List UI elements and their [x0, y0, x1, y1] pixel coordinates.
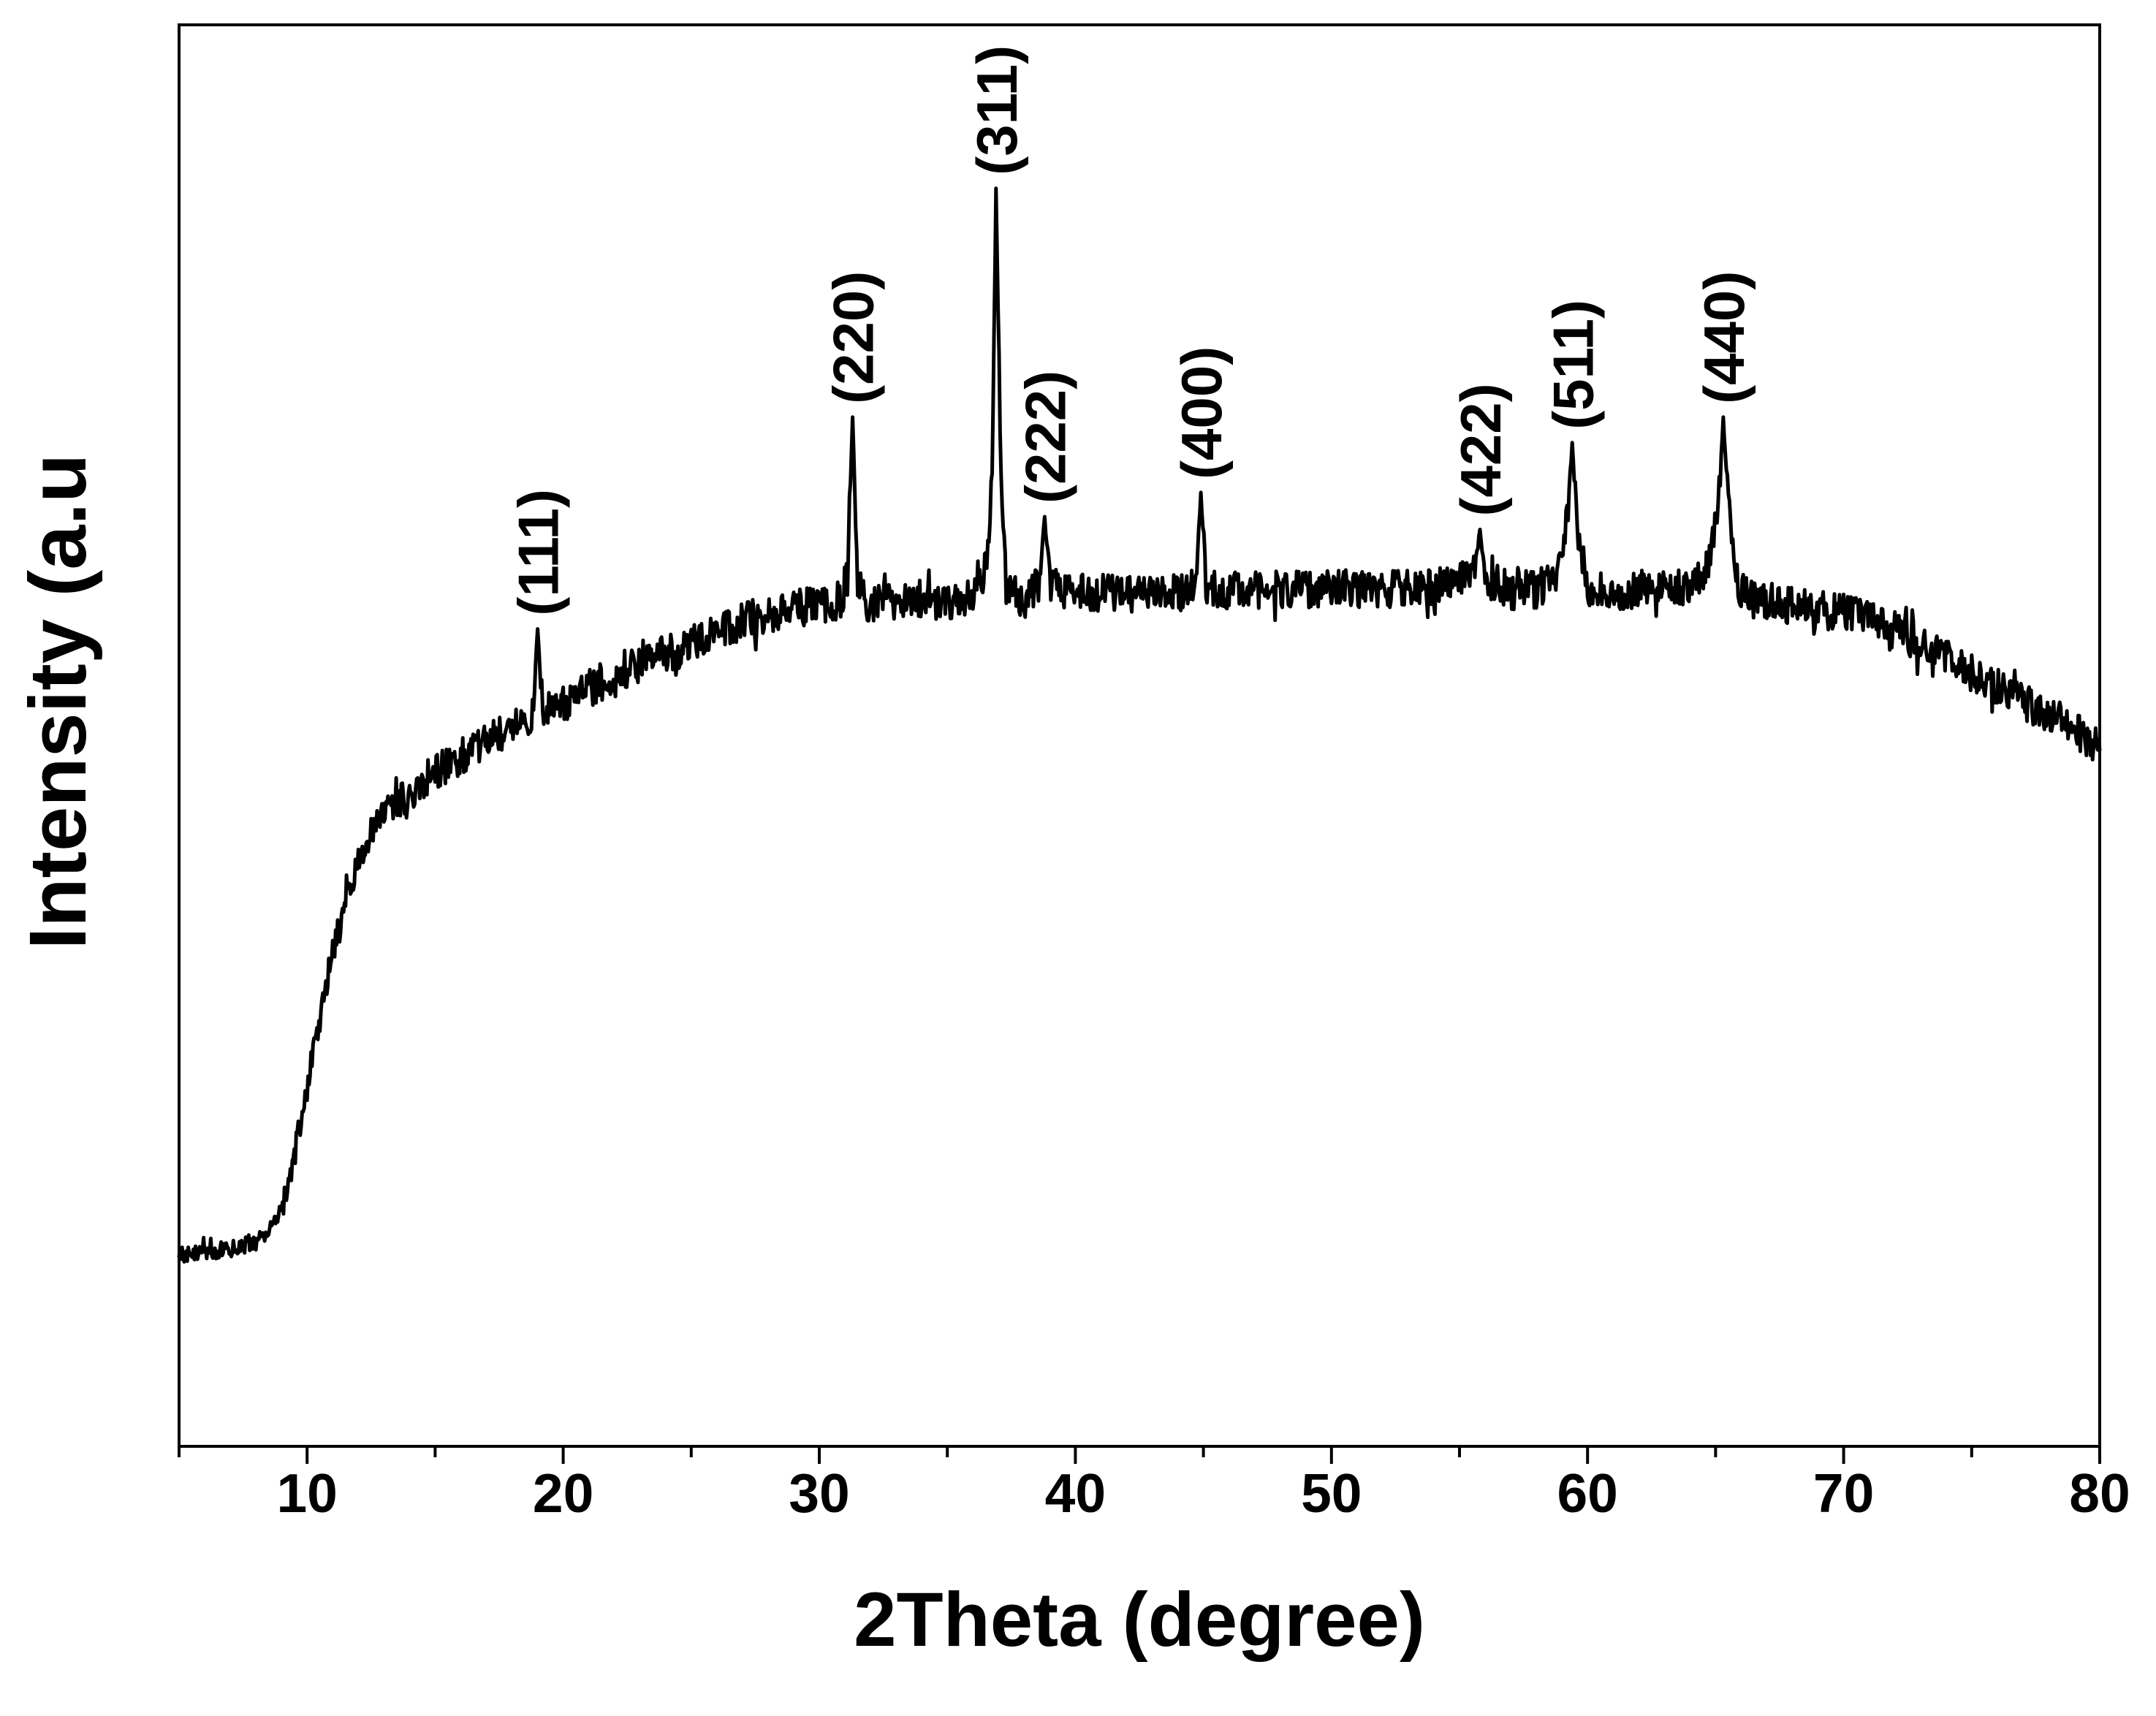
- peak-label-511: (511): [1541, 300, 1605, 430]
- x-axis-title: 2Theta (degree): [854, 1577, 1425, 1663]
- x-tick-label: 60: [1557, 1462, 1617, 1524]
- y-axis-title: Intensity (a.u: [13, 454, 103, 949]
- xrd-pattern-line: [177, 186, 2102, 1264]
- x-tick-label: 20: [533, 1462, 593, 1524]
- x-tick-label: 70: [1813, 1462, 1874, 1524]
- plot-frame: [178, 23, 2101, 1448]
- peak-label-111: (111): [506, 489, 571, 615]
- peak-label-440: (440): [1692, 271, 1756, 404]
- x-tick-label: 50: [1301, 1462, 1362, 1524]
- x-tick-label: 30: [789, 1462, 849, 1524]
- x-tick-label: 40: [1045, 1462, 1106, 1524]
- peak-label-220: (220): [821, 271, 886, 404]
- peak-label-311: (311): [965, 45, 1029, 175]
- peak-label-422: (422): [1449, 383, 1513, 516]
- peak-labels: (111) (220) (311) (222) (400) (422) (511) (440): [506, 45, 1756, 616]
- x-tick-label: 80: [2069, 1462, 2130, 1524]
- x-tick-label: 10: [276, 1462, 337, 1524]
- peak-label-400: (400): [1169, 346, 1234, 479]
- x-axis-ticks: [178, 1446, 2101, 1464]
- x-axis-tick-labels: 10 20 30 40 50 60 70 80: [276, 1462, 2130, 1524]
- series-layer: [177, 186, 2102, 1264]
- peak-label-222: (222): [1013, 371, 1077, 504]
